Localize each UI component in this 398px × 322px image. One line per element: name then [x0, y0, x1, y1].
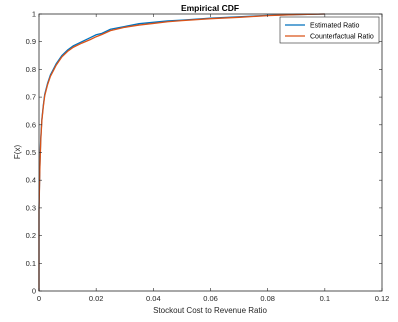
x-tick-label: 0.02	[89, 294, 104, 303]
x-tick-label: 0.1	[320, 294, 330, 303]
x-tick-label: 0.12	[375, 294, 390, 303]
x-tick-label: 0.04	[146, 294, 161, 303]
y-tick-label: 0.1	[26, 259, 36, 268]
series-layer	[38, 13, 325, 291]
x-axis-ticks: 0 0.02 0.04 0.06 0.08 0.1 0.12	[37, 14, 389, 303]
legend-label-counterfactual: Counterfactual Ratio	[310, 34, 374, 41]
x-tick-label: 0	[37, 294, 41, 303]
y-tick-label: 1	[32, 10, 36, 19]
y-tick-label: 0.5	[26, 148, 36, 157]
legend-label-estimated: Estimated Ratio	[310, 23, 360, 30]
y-tick-label: 0.9	[26, 37, 36, 46]
y-tick-label: 0.2	[26, 231, 36, 240]
y-tick-label: 0.7	[26, 93, 36, 102]
chart-title: Empirical CDF	[181, 3, 239, 13]
y-tick-label: 0.4	[26, 176, 36, 185]
y-tick-label: 0.3	[26, 203, 36, 212]
y-axis-label: F(x)	[13, 145, 22, 160]
y-tick-label: 0.8	[26, 65, 36, 74]
y-axis-ticks: 0 0.1 0.2 0.3 0.4 0.5 0.6 0.7 0.8 0.9 1	[26, 10, 382, 296]
plot-area	[39, 14, 382, 291]
y-tick-label: 0.6	[26, 120, 36, 129]
x-tick-label: 0.06	[203, 294, 218, 303]
legend-box	[279, 16, 380, 44]
series-line-counterfactual	[38, 13, 325, 291]
x-axis-label: Stockout Cost to Revenue Ratio	[153, 306, 267, 315]
legend: Estimated Ratio Counterfactual Ratio	[279, 16, 380, 44]
x-tick-label: 0.08	[260, 294, 275, 303]
y-tick-label: 0	[32, 287, 36, 296]
plot-area-group: 0 0.02 0.04 0.06 0.08 0.1 0.12 0 0.1 0.2 0.3 0.4 0.…	[26, 10, 390, 304]
